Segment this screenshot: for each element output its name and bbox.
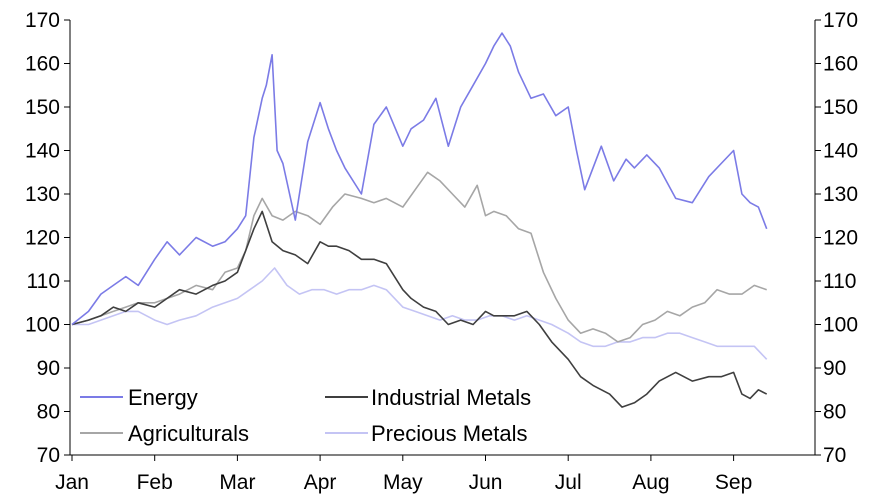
x-tick-label-jun: Jun — [469, 471, 503, 494]
left-tick-label: 140 — [25, 140, 60, 163]
x-tick-label-jul: Jul — [555, 471, 582, 494]
legend-label-agriculturals: Agriculturals — [128, 421, 249, 446]
x-tick-label-feb: Feb — [137, 471, 173, 494]
right-tick-label: 110 — [823, 270, 856, 293]
x-tick-label-sep: Sep — [715, 471, 752, 494]
right-tick-label: 170 — [823, 9, 858, 32]
right-tick-label: 130 — [823, 183, 858, 206]
left-tick-label: 130 — [25, 183, 60, 206]
left-tick-label: 90 — [37, 357, 60, 380]
right-tick-label: 70 — [823, 444, 846, 467]
series-layer — [71, 32, 768, 408]
series-line-precious-metals — [72, 267, 768, 360]
right-tick-label: 90 — [823, 357, 846, 380]
x-tick-label-may: May — [383, 471, 423, 494]
legend-label-precious-metals: Precious Metals — [371, 421, 528, 446]
x-tick-label-apr: Apr — [304, 471, 337, 494]
left-tick-label: 100 — [25, 314, 60, 337]
left-tick-label: 150 — [25, 96, 60, 119]
right-tick-label: 150 — [823, 96, 858, 119]
left-tick-label: 70 — [37, 444, 60, 467]
right-tick-label: 160 — [823, 53, 858, 76]
x-axis-ticks: Jan Feb Mar Apr May Jun Jul Aug Sep — [55, 455, 752, 494]
x-tick-label-mar: Mar — [219, 471, 255, 494]
left-tick-label: 120 — [25, 227, 60, 250]
chart-legend: Energy Industrial Metals Agriculturals P… — [80, 385, 531, 446]
left-tick-label: 110 — [27, 270, 60, 293]
left-tick-label: 80 — [37, 401, 60, 424]
right-axis-ticks: 70 80 90 100 110 120 130 140 150 160 170 — [815, 9, 858, 467]
series-line-agriculturals — [71, 171, 767, 343]
left-tick-label: 160 — [25, 53, 60, 76]
x-tick-label-aug: Aug — [632, 471, 669, 494]
right-tick-label: 140 — [823, 140, 858, 163]
legend-label-energy: Energy — [128, 385, 198, 410]
right-tick-label: 80 — [823, 401, 846, 424]
x-tick-label-jan: Jan — [55, 471, 89, 494]
legend-label-industrial-metals: Industrial Metals — [371, 385, 531, 410]
series-line-industrial-metals — [71, 210, 768, 408]
series-line-energy — [71, 32, 768, 326]
left-tick-label: 170 — [25, 9, 60, 32]
right-tick-label: 120 — [823, 227, 858, 250]
right-tick-label: 100 — [823, 314, 858, 337]
left-axis-ticks: 70 80 90 100 110 120 130 140 150 160 170 — [25, 9, 70, 467]
